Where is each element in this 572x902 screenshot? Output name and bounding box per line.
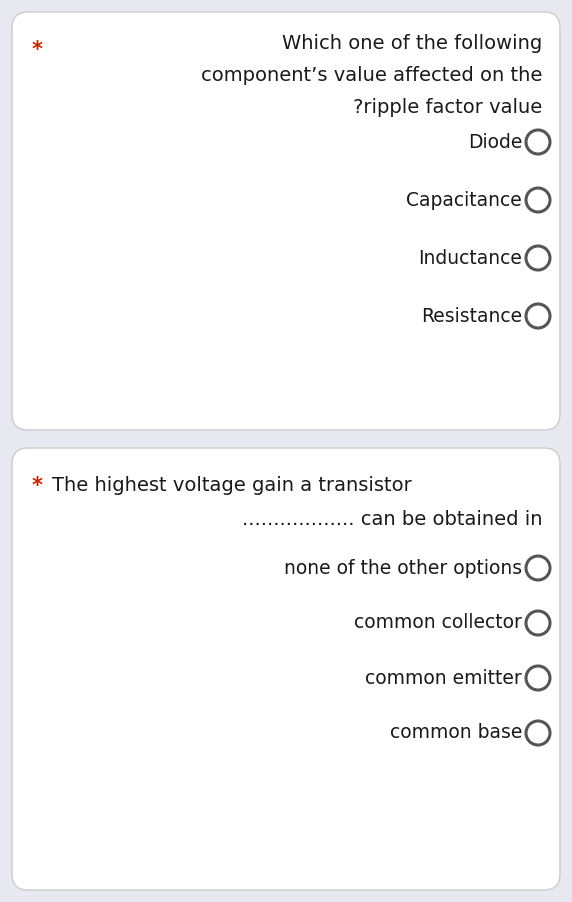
Text: Capacitance: Capacitance	[406, 190, 522, 209]
Text: common emitter: common emitter	[366, 668, 522, 687]
Text: .................. can be obtained in: .................. can be obtained in	[241, 510, 542, 529]
Text: component’s value affected on the: component’s value affected on the	[201, 66, 542, 85]
Text: Resistance: Resistance	[421, 307, 522, 326]
Text: ?ripple factor value: ?ripple factor value	[353, 98, 542, 117]
Text: *: *	[32, 476, 43, 496]
Text: Which one of the following: Which one of the following	[282, 34, 542, 53]
Text: Inductance: Inductance	[418, 248, 522, 268]
Text: common collector: common collector	[354, 613, 522, 632]
FancyBboxPatch shape	[12, 448, 560, 890]
FancyBboxPatch shape	[12, 12, 560, 430]
Text: *: *	[32, 40, 43, 60]
Text: none of the other options: none of the other options	[284, 558, 522, 577]
Text: common base: common base	[390, 723, 522, 742]
Text: The highest voltage gain a transistor: The highest voltage gain a transistor	[52, 476, 412, 495]
Text: Diode: Diode	[468, 133, 522, 152]
